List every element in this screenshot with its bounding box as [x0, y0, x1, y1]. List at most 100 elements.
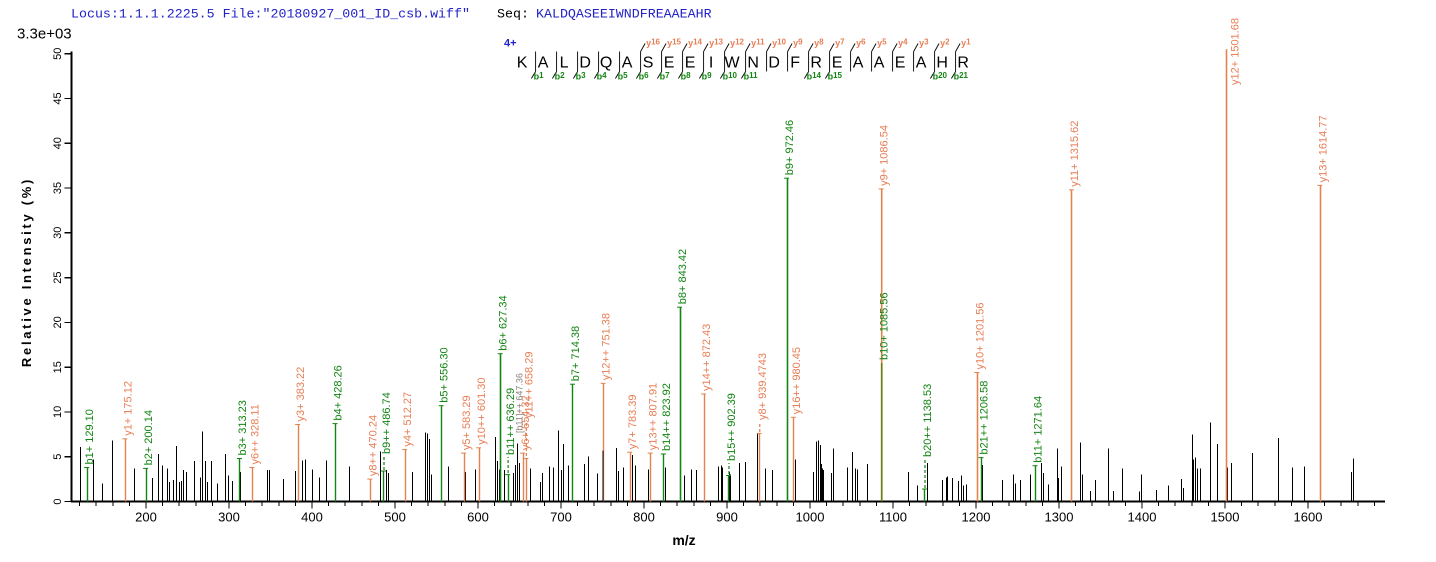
svg-text:y8+ 939.4743: y8+ 939.4743: [757, 353, 769, 420]
svg-text:y10: y10: [772, 38, 786, 49]
svg-text:y14++ 872.43: y14++ 872.43: [701, 324, 713, 391]
svg-text:b9+ 972.46: b9+ 972.46: [784, 120, 796, 175]
svg-text:y3+ 383.22: y3+ 383.22: [295, 367, 307, 422]
svg-text:10: 10: [52, 406, 64, 418]
svg-text:3.3e+03: 3.3e+03: [17, 26, 72, 43]
svg-text:m/z: m/z: [672, 532, 695, 548]
svg-text:y1+ 175.12: y1+ 175.12: [122, 381, 134, 436]
svg-text:4+: 4+: [504, 38, 517, 50]
svg-text:b21++ 1206.58: b21++ 1206.58: [979, 381, 991, 455]
svg-text:A: A: [853, 55, 864, 72]
svg-text:1000: 1000: [796, 510, 825, 525]
svg-text:E: E: [685, 55, 696, 72]
svg-text:y11: y11: [751, 38, 765, 49]
svg-text:E: E: [664, 55, 675, 72]
svg-text:[b11]++ 647.36: [b11]++ 647.36: [514, 373, 524, 433]
svg-text:b20++ 1138.53: b20++ 1138.53: [922, 384, 934, 457]
svg-text:y1: y1: [961, 38, 971, 49]
svg-text:Seq:: Seq:: [497, 7, 529, 22]
svg-text:900: 900: [716, 510, 738, 525]
svg-text:1500: 1500: [1211, 510, 1240, 525]
svg-text:y14: y14: [688, 38, 702, 49]
svg-text:y13+ 1614.77: y13+ 1614.77: [1317, 115, 1329, 182]
svg-text:b5+ 556.30: b5+ 556.30: [439, 347, 451, 402]
svg-text:W: W: [725, 55, 741, 72]
svg-text:b4: b4: [597, 71, 608, 82]
svg-text:25: 25: [52, 271, 64, 283]
svg-text:y12: y12: [730, 38, 744, 49]
svg-text:1400: 1400: [1128, 510, 1157, 525]
svg-text:b6: b6: [639, 71, 650, 82]
svg-text:b20: b20: [933, 71, 948, 82]
svg-text:40: 40: [52, 137, 64, 149]
svg-text:300: 300: [218, 510, 240, 525]
svg-text:D: D: [579, 55, 591, 72]
svg-text:y11+ 1315.62: y11+ 1315.62: [1069, 121, 1081, 187]
svg-text:b7+ 714.38: b7+ 714.38: [570, 326, 582, 381]
svg-text:y10+ 1201.56: y10+ 1201.56: [974, 303, 986, 370]
svg-text:y8++ 470.24: y8++ 470.24: [367, 415, 379, 476]
svg-text:b1: b1: [534, 71, 545, 82]
svg-text:y9: y9: [793, 38, 803, 49]
svg-text:y16: y16: [646, 38, 660, 49]
svg-text:b1+ 129.10: b1+ 129.10: [84, 409, 96, 464]
svg-text:b15++ 902.39: b15++ 902.39: [726, 393, 738, 461]
svg-text:L: L: [560, 55, 569, 72]
svg-text:30: 30: [52, 227, 64, 239]
svg-text:R: R: [810, 55, 822, 72]
svg-text:b11++ 636.29: b11++ 636.29: [505, 388, 517, 455]
svg-text:K: K: [517, 55, 528, 72]
svg-text:y4+ 512.27: y4+ 512.27: [402, 392, 414, 447]
svg-text:y11++ 658.29: y11++ 658.29: [523, 352, 535, 418]
svg-text:y5+ 583.29: y5+ 583.29: [461, 395, 473, 450]
svg-text:b9++ 486.74: b9++ 486.74: [381, 392, 393, 454]
svg-text:1300: 1300: [1045, 510, 1074, 525]
svg-text:b6+ 627.34: b6+ 627.34: [498, 295, 510, 350]
svg-text:500: 500: [384, 510, 406, 525]
svg-text:b4+ 428.26: b4+ 428.26: [333, 365, 345, 420]
svg-text:50: 50: [52, 48, 64, 60]
svg-text:F: F: [790, 55, 800, 72]
svg-text:b15: b15: [828, 71, 843, 82]
svg-text:b14++ 823.92: b14++ 823.92: [661, 383, 673, 451]
svg-text:b7: b7: [660, 71, 671, 82]
svg-text:y6: y6: [856, 38, 866, 49]
svg-text:b11: b11: [744, 71, 759, 82]
svg-text:35: 35: [52, 182, 64, 194]
svg-text:D: D: [768, 55, 780, 72]
svg-text:y13++ 807.91: y13++ 807.91: [648, 383, 660, 450]
svg-text:Relative Intensity (%): Relative Intensity (%): [19, 177, 34, 367]
svg-text:200: 200: [135, 510, 157, 525]
svg-text:y10++ 601.30: y10++ 601.30: [476, 378, 488, 445]
svg-text:I: I: [709, 55, 713, 72]
svg-text:y7+ 783.39: y7+ 783.39: [627, 394, 639, 449]
svg-text:b3: b3: [576, 71, 587, 82]
svg-text:N: N: [747, 55, 759, 72]
svg-text:y7: y7: [835, 38, 845, 49]
svg-text:1100: 1100: [879, 510, 907, 525]
svg-text:y2: y2: [940, 38, 950, 49]
svg-text:45: 45: [52, 92, 64, 104]
svg-text:b2+ 200.14: b2+ 200.14: [143, 410, 155, 465]
svg-text:b10+ 1085.56: b10+ 1085.56: [879, 292, 891, 360]
svg-text:E: E: [832, 55, 843, 72]
svg-text:b3+ 313.23: b3+ 313.23: [237, 400, 249, 455]
svg-text:y9+ 1086.54: y9+ 1086.54: [879, 125, 891, 186]
svg-text:b5: b5: [618, 71, 629, 82]
svg-text:700: 700: [550, 510, 572, 525]
svg-text:b2: b2: [555, 71, 566, 82]
svg-text:b8+ 843.42: b8+ 843.42: [677, 249, 689, 304]
svg-text:15: 15: [52, 361, 64, 373]
svg-text:A: A: [874, 55, 885, 72]
svg-text:1600: 1600: [1294, 510, 1323, 525]
svg-text:E: E: [895, 55, 906, 72]
svg-text:A: A: [916, 55, 927, 72]
svg-text:0: 0: [52, 498, 64, 504]
svg-text:400: 400: [301, 510, 323, 525]
svg-text:y4: y4: [898, 38, 908, 49]
svg-text:b21: b21: [954, 71, 969, 82]
svg-text:y6++ 328.11: y6++ 328.11: [249, 404, 261, 464]
svg-text:y3: y3: [919, 38, 929, 49]
svg-text:b11+ 1271.64: b11+ 1271.64: [1033, 396, 1045, 463]
svg-text:y12++ 751.38: y12++ 751.38: [601, 313, 613, 380]
